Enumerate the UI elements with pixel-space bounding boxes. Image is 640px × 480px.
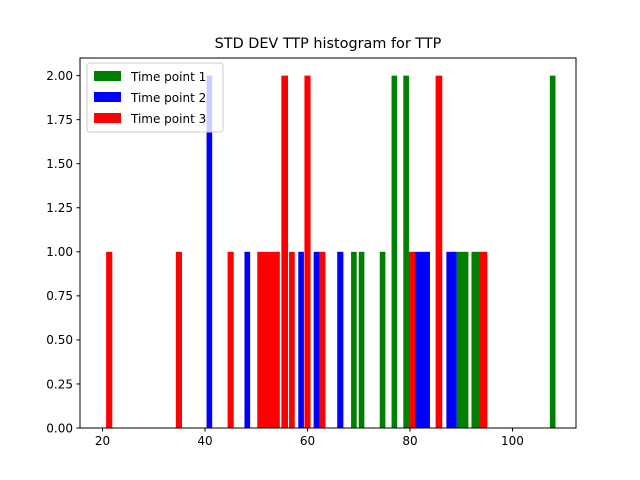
bar-series-3-bin-2 — [175, 251, 182, 428]
bar-series-1-bin-4 — [391, 75, 398, 429]
bar-series-3-bin-8 — [319, 251, 326, 428]
bar-series-2-bin-5 — [337, 251, 344, 428]
bar-series-1-bin-7 — [471, 251, 481, 428]
y-tick-label-7: 1.50 — [46, 157, 73, 171]
bar-series-2-bin-6 — [414, 251, 430, 428]
bar-series-2-bin-2 — [244, 251, 251, 428]
bar-series-1-bin-5 — [403, 75, 409, 429]
y-tick-label-3: 0.50 — [46, 333, 73, 347]
bar-series-3-bin-9 — [408, 251, 416, 428]
legend-label-1: Time point 1 — [130, 70, 206, 84]
y-tick-label-9: 2.00 — [46, 69, 73, 83]
bar-series-2-bin-1 — [206, 75, 213, 429]
x-axis: 20 40 60 80 100 — [95, 428, 524, 448]
legend-swatch-2 — [94, 92, 121, 102]
bar-series-3-bin-10 — [435, 75, 443, 429]
legend: Time point 1 Time point 2 Time point 3 — [86, 62, 224, 133]
legend-label-3: Time point 3 — [130, 112, 206, 126]
x-tick-label-1: 20 — [95, 434, 110, 448]
y-tick-label-5: 1.00 — [46, 245, 73, 259]
legend-swatch-1 — [94, 71, 121, 81]
bar-series-3-bin-4 — [257, 251, 280, 428]
bar-series-1-bin-8 — [549, 75, 556, 429]
y-tick-label-6: 1.25 — [46, 201, 73, 215]
bar-series-2-bin-4 — [313, 251, 320, 428]
bar-series-1-bin-1 — [351, 251, 357, 428]
legend-label-2: Time point 2 — [130, 91, 206, 105]
bar-series-3-bin-3 — [227, 251, 234, 428]
bar-series-2-bin-3 — [298, 251, 304, 428]
y-tick-label-2: 0.25 — [46, 377, 73, 391]
bar-series-3-bin-11 — [479, 251, 488, 428]
bar-series-1-bin-2 — [358, 251, 365, 428]
x-tick-label-3: 60 — [300, 434, 315, 448]
bar-series-3-bin-6 — [289, 251, 295, 428]
bar-series-2-bin-7 — [446, 251, 457, 428]
bar-series-1-bin-6 — [456, 251, 469, 428]
y-tick-label-8: 1.75 — [46, 113, 73, 127]
y-tick-label-1: 0.00 — [46, 421, 73, 435]
bar-series-1-bin-3 — [379, 251, 386, 428]
x-tick-label-5: 100 — [501, 434, 524, 448]
x-tick-label-2: 40 — [197, 434, 212, 448]
legend-swatch-3 — [94, 113, 121, 123]
y-tick-label-4: 0.75 — [46, 289, 73, 303]
bar-series-3-bin-1 — [106, 251, 113, 428]
x-tick-label-4: 80 — [402, 434, 417, 448]
chart-title: STD DEV TTP histogram for TTP — [215, 36, 442, 52]
y-axis: 0.00 0.25 0.50 0.75 1.00 1.25 1.50 1.75 2.00 — [46, 69, 80, 435]
bar-series-3-bin-5 — [281, 75, 289, 429]
axes-frame — [79, 57, 577, 429]
bars-layer — [106, 75, 556, 429]
bar-series-3-bin-7 — [304, 75, 311, 429]
